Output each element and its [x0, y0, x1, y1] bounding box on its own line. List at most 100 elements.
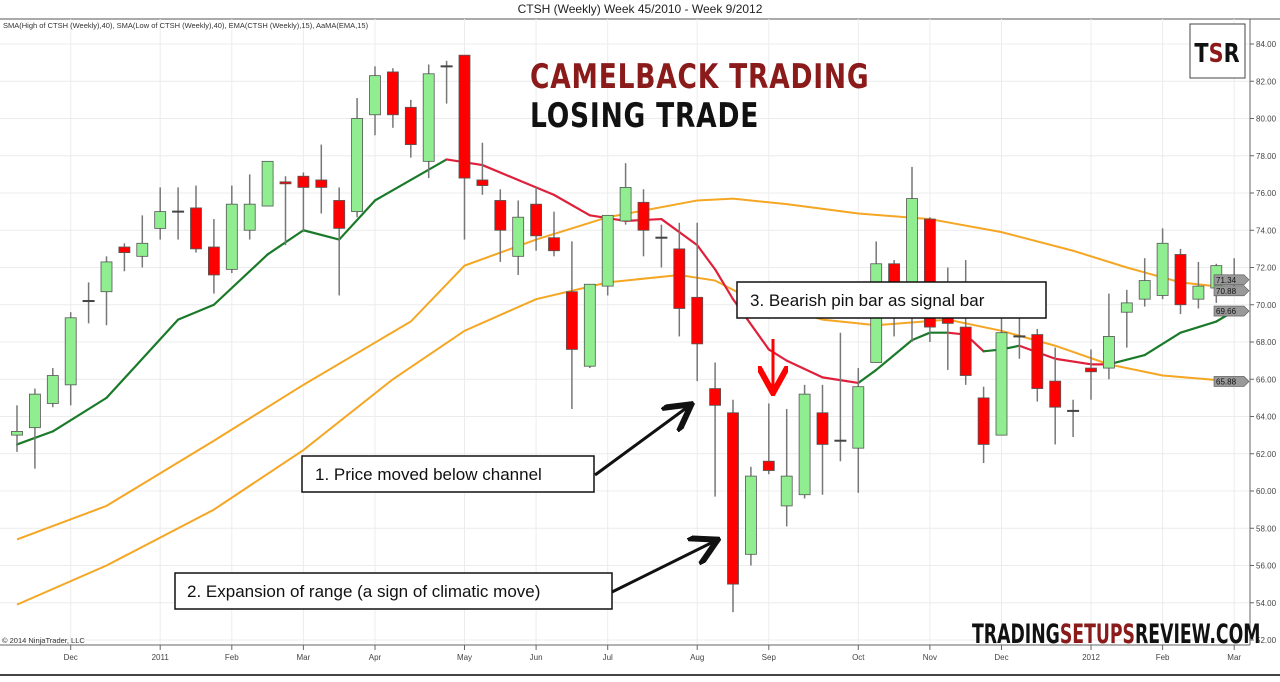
price-tag-label: 71.34	[1216, 276, 1237, 285]
ema-segment	[212, 253, 269, 306]
candle	[28, 388, 41, 469]
x-tick-label: Sep	[762, 653, 777, 662]
ema-segment	[857, 368, 878, 385]
candle-body	[637, 201, 650, 231]
candle	[1085, 349, 1097, 400]
x-tick-label: 2011	[152, 653, 170, 662]
candle-body	[225, 203, 238, 270]
x-tick-label: Jun	[530, 653, 543, 662]
arrow-1	[594, 406, 689, 477]
price-tag-label: 70.88	[1216, 287, 1237, 296]
candle-body	[261, 160, 274, 207]
candle	[172, 187, 185, 240]
candle	[261, 160, 274, 207]
candle	[154, 187, 167, 240]
candle-body	[11, 430, 23, 436]
price-tag-box	[1213, 376, 1250, 387]
candle	[566, 241, 578, 410]
x-tick-label: Oct	[852, 653, 865, 662]
candle	[64, 312, 77, 406]
candle	[190, 185, 202, 253]
candle	[118, 243, 131, 272]
y-tick-label: 74.00	[1256, 226, 1277, 235]
candle-body	[136, 242, 149, 257]
y-tick-label: 56.00	[1256, 562, 1277, 571]
candle	[852, 368, 865, 493]
ema-segment	[105, 318, 180, 399]
price-tag: 69.66	[1213, 305, 1250, 317]
candle	[136, 215, 149, 268]
tsr-logo: TSR	[1189, 23, 1246, 79]
candle-body	[798, 393, 811, 496]
price-tag: 70.88	[1213, 285, 1250, 297]
x-tick-label: Dec	[994, 653, 1008, 662]
candle	[100, 256, 113, 326]
candle	[619, 163, 632, 225]
candle	[995, 317, 1008, 436]
candle	[530, 187, 542, 251]
candle	[1049, 347, 1062, 445]
candle	[977, 386, 990, 464]
y-tick-label: 72.00	[1256, 264, 1277, 273]
candle-body	[601, 214, 614, 287]
candle-body	[1085, 367, 1097, 373]
candle-body	[386, 71, 399, 116]
candle	[959, 260, 972, 385]
candle	[655, 224, 668, 268]
candle-body	[297, 175, 310, 188]
candle	[1103, 293, 1115, 380]
callout-3: 3. Bearish pin bar as signal bar	[736, 281, 1047, 319]
candle	[1192, 261, 1205, 309]
candle-body	[422, 73, 435, 162]
arrow-2	[611, 541, 715, 594]
candle	[798, 384, 811, 499]
svg-text:1. Price moved below channel: 1. Price moved below channel	[315, 465, 542, 484]
candle-body	[691, 296, 704, 345]
ema-segment	[552, 193, 591, 217]
candle	[1013, 317, 1026, 359]
candle	[458, 54, 471, 240]
candle	[1031, 328, 1044, 402]
price-tag: 71.34	[1213, 274, 1250, 286]
candle-body	[548, 237, 560, 252]
candle	[297, 172, 310, 233]
ema-segment	[338, 199, 377, 241]
price-axis: 52.00 54.00 56.00 58.00 60.00 62.00 64.00 66.00…	[1249, 19, 1277, 645]
price-tag-box	[1213, 274, 1250, 286]
candle	[583, 283, 596, 369]
candle-body	[315, 179, 328, 188]
indicator-legend: SMA(High of CTSH (Weekly),40), SMA(Low o…	[3, 21, 369, 30]
x-tick-label: Mar	[1227, 653, 1241, 662]
candle	[404, 99, 417, 158]
candle	[548, 211, 560, 257]
candle-body	[530, 203, 542, 237]
candle-body	[100, 261, 113, 293]
x-tick-label: Feb	[225, 653, 239, 662]
candle-body	[673, 248, 686, 309]
y-tick-label: 78.00	[1256, 152, 1277, 161]
candle-body	[566, 291, 578, 350]
ema-segment	[713, 268, 735, 301]
candle-body	[727, 412, 739, 585]
candle	[82, 282, 95, 324]
y-tick-label: 64.00	[1256, 413, 1277, 422]
ema-segment	[696, 244, 717, 271]
svg-text:TSR: TSR	[1194, 38, 1239, 69]
candle	[1120, 289, 1133, 348]
candle-body	[780, 475, 793, 507]
candle-body	[1156, 242, 1169, 296]
candle	[315, 144, 328, 214]
candle	[279, 176, 292, 246]
candle	[834, 332, 847, 462]
candle-body	[852, 386, 865, 449]
x-tick-label: Mar	[297, 653, 311, 662]
candle	[691, 222, 704, 382]
candle	[225, 185, 238, 274]
y-tick-label: 84.00	[1256, 40, 1277, 49]
candle-body	[333, 200, 346, 229]
candle-body	[924, 218, 936, 328]
candle	[351, 98, 364, 218]
candle-body	[583, 283, 596, 367]
x-tick-label: Nov	[923, 653, 937, 662]
x-tick-label: May	[457, 653, 472, 662]
